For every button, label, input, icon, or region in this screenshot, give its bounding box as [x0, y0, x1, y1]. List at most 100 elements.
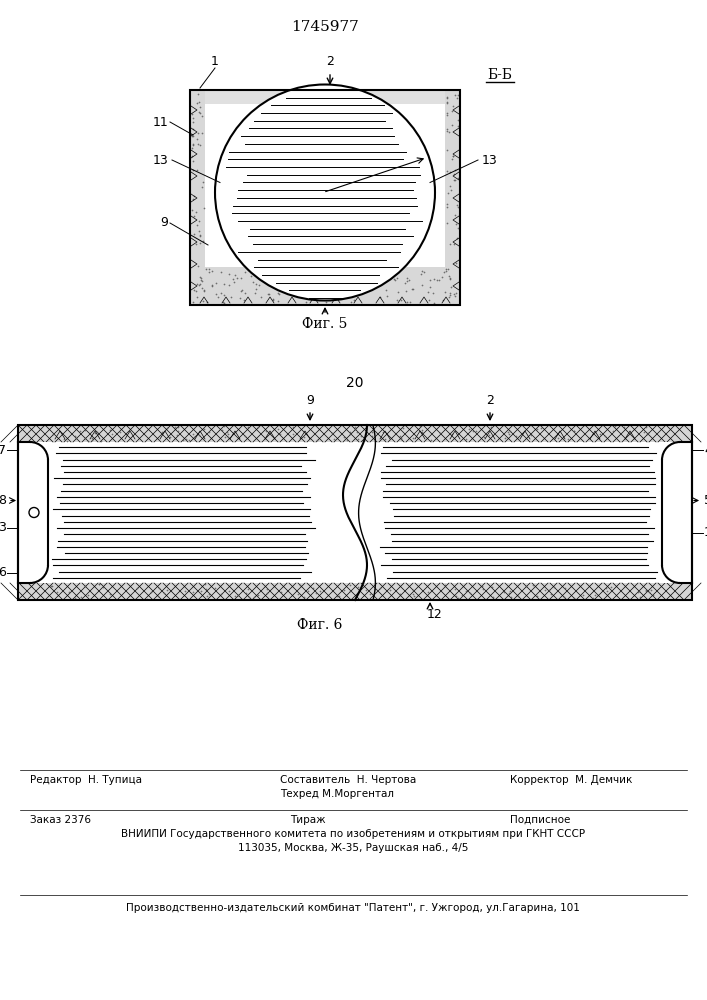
Point	[194, 228, 205, 244]
Point	[440, 261, 452, 277]
Point	[194, 213, 205, 229]
Point	[418, 264, 429, 280]
Point	[513, 588, 524, 604]
Point	[641, 426, 653, 442]
Point	[281, 264, 293, 280]
Point	[262, 581, 273, 597]
Point	[199, 576, 211, 592]
Point	[363, 276, 374, 292]
Point	[395, 292, 407, 308]
Point	[319, 284, 330, 300]
Text: 3: 3	[0, 521, 6, 534]
Point	[218, 418, 229, 434]
Point	[218, 287, 230, 303]
Point	[506, 589, 517, 605]
Point	[346, 287, 358, 303]
Point	[196, 583, 207, 599]
Point	[300, 290, 311, 306]
Point	[437, 292, 448, 308]
Point	[352, 431, 363, 447]
Point	[249, 589, 260, 605]
Point	[172, 427, 183, 443]
Point	[407, 430, 419, 446]
Point	[70, 428, 81, 444]
Text: Заказ 2376: Заказ 2376	[30, 815, 91, 825]
Point	[216, 285, 227, 301]
Point	[445, 236, 456, 252]
Point	[93, 576, 105, 592]
Point	[298, 277, 309, 293]
Point	[183, 432, 194, 448]
Point	[445, 182, 457, 198]
Point	[194, 427, 205, 443]
Text: Редактор  Н. Тупица: Редактор Н. Тупица	[30, 775, 142, 785]
Point	[471, 423, 482, 439]
Point	[273, 421, 284, 437]
Text: 1: 1	[211, 55, 219, 68]
Text: 7: 7	[0, 444, 6, 456]
Point	[396, 431, 407, 447]
Point	[192, 125, 204, 141]
Bar	[18, 425, 692, 442]
Point	[633, 584, 644, 600]
Point	[346, 265, 357, 281]
Point	[312, 289, 323, 305]
Text: 2: 2	[326, 55, 334, 68]
Point	[441, 107, 452, 123]
Point	[300, 294, 311, 310]
Point	[187, 148, 198, 164]
Point	[441, 196, 452, 212]
Point	[539, 582, 551, 598]
Point	[235, 283, 247, 299]
Point	[452, 87, 463, 103]
Point	[356, 428, 367, 444]
Point	[197, 179, 208, 195]
Point	[450, 172, 461, 188]
Point	[161, 420, 173, 436]
Point	[536, 420, 547, 436]
Point	[402, 273, 413, 289]
Point	[269, 271, 281, 287]
Point	[200, 261, 211, 277]
Point	[578, 587, 589, 603]
Point	[431, 272, 443, 288]
Point	[191, 236, 202, 252]
Point	[187, 114, 198, 130]
Point	[441, 163, 452, 179]
Point	[192, 258, 204, 274]
Text: D: D	[309, 193, 321, 208]
Point	[146, 584, 157, 600]
Point	[373, 276, 385, 292]
Point	[62, 433, 73, 449]
Point	[264, 276, 275, 292]
Point	[317, 273, 329, 289]
Point	[345, 577, 356, 593]
Point	[445, 285, 456, 301]
Point	[194, 137, 205, 153]
Point	[189, 208, 200, 224]
Point	[328, 431, 339, 447]
Point	[204, 264, 215, 280]
Point	[477, 578, 488, 594]
Point	[479, 429, 490, 445]
Point	[504, 585, 515, 601]
Point	[240, 585, 252, 601]
Point	[443, 268, 455, 284]
Point	[428, 285, 439, 301]
Point	[452, 199, 464, 215]
Point	[449, 172, 460, 188]
Point	[336, 275, 347, 291]
Point	[451, 90, 462, 106]
Point	[381, 288, 392, 304]
Point	[408, 281, 419, 297]
Point	[499, 430, 510, 446]
Point	[235, 270, 247, 286]
Point	[223, 426, 234, 442]
Point	[448, 286, 460, 302]
Point	[164, 429, 175, 445]
Point	[488, 589, 499, 605]
Point	[275, 584, 286, 600]
Point	[98, 579, 109, 595]
Point	[170, 419, 181, 435]
Text: 1745977: 1745977	[291, 20, 359, 34]
